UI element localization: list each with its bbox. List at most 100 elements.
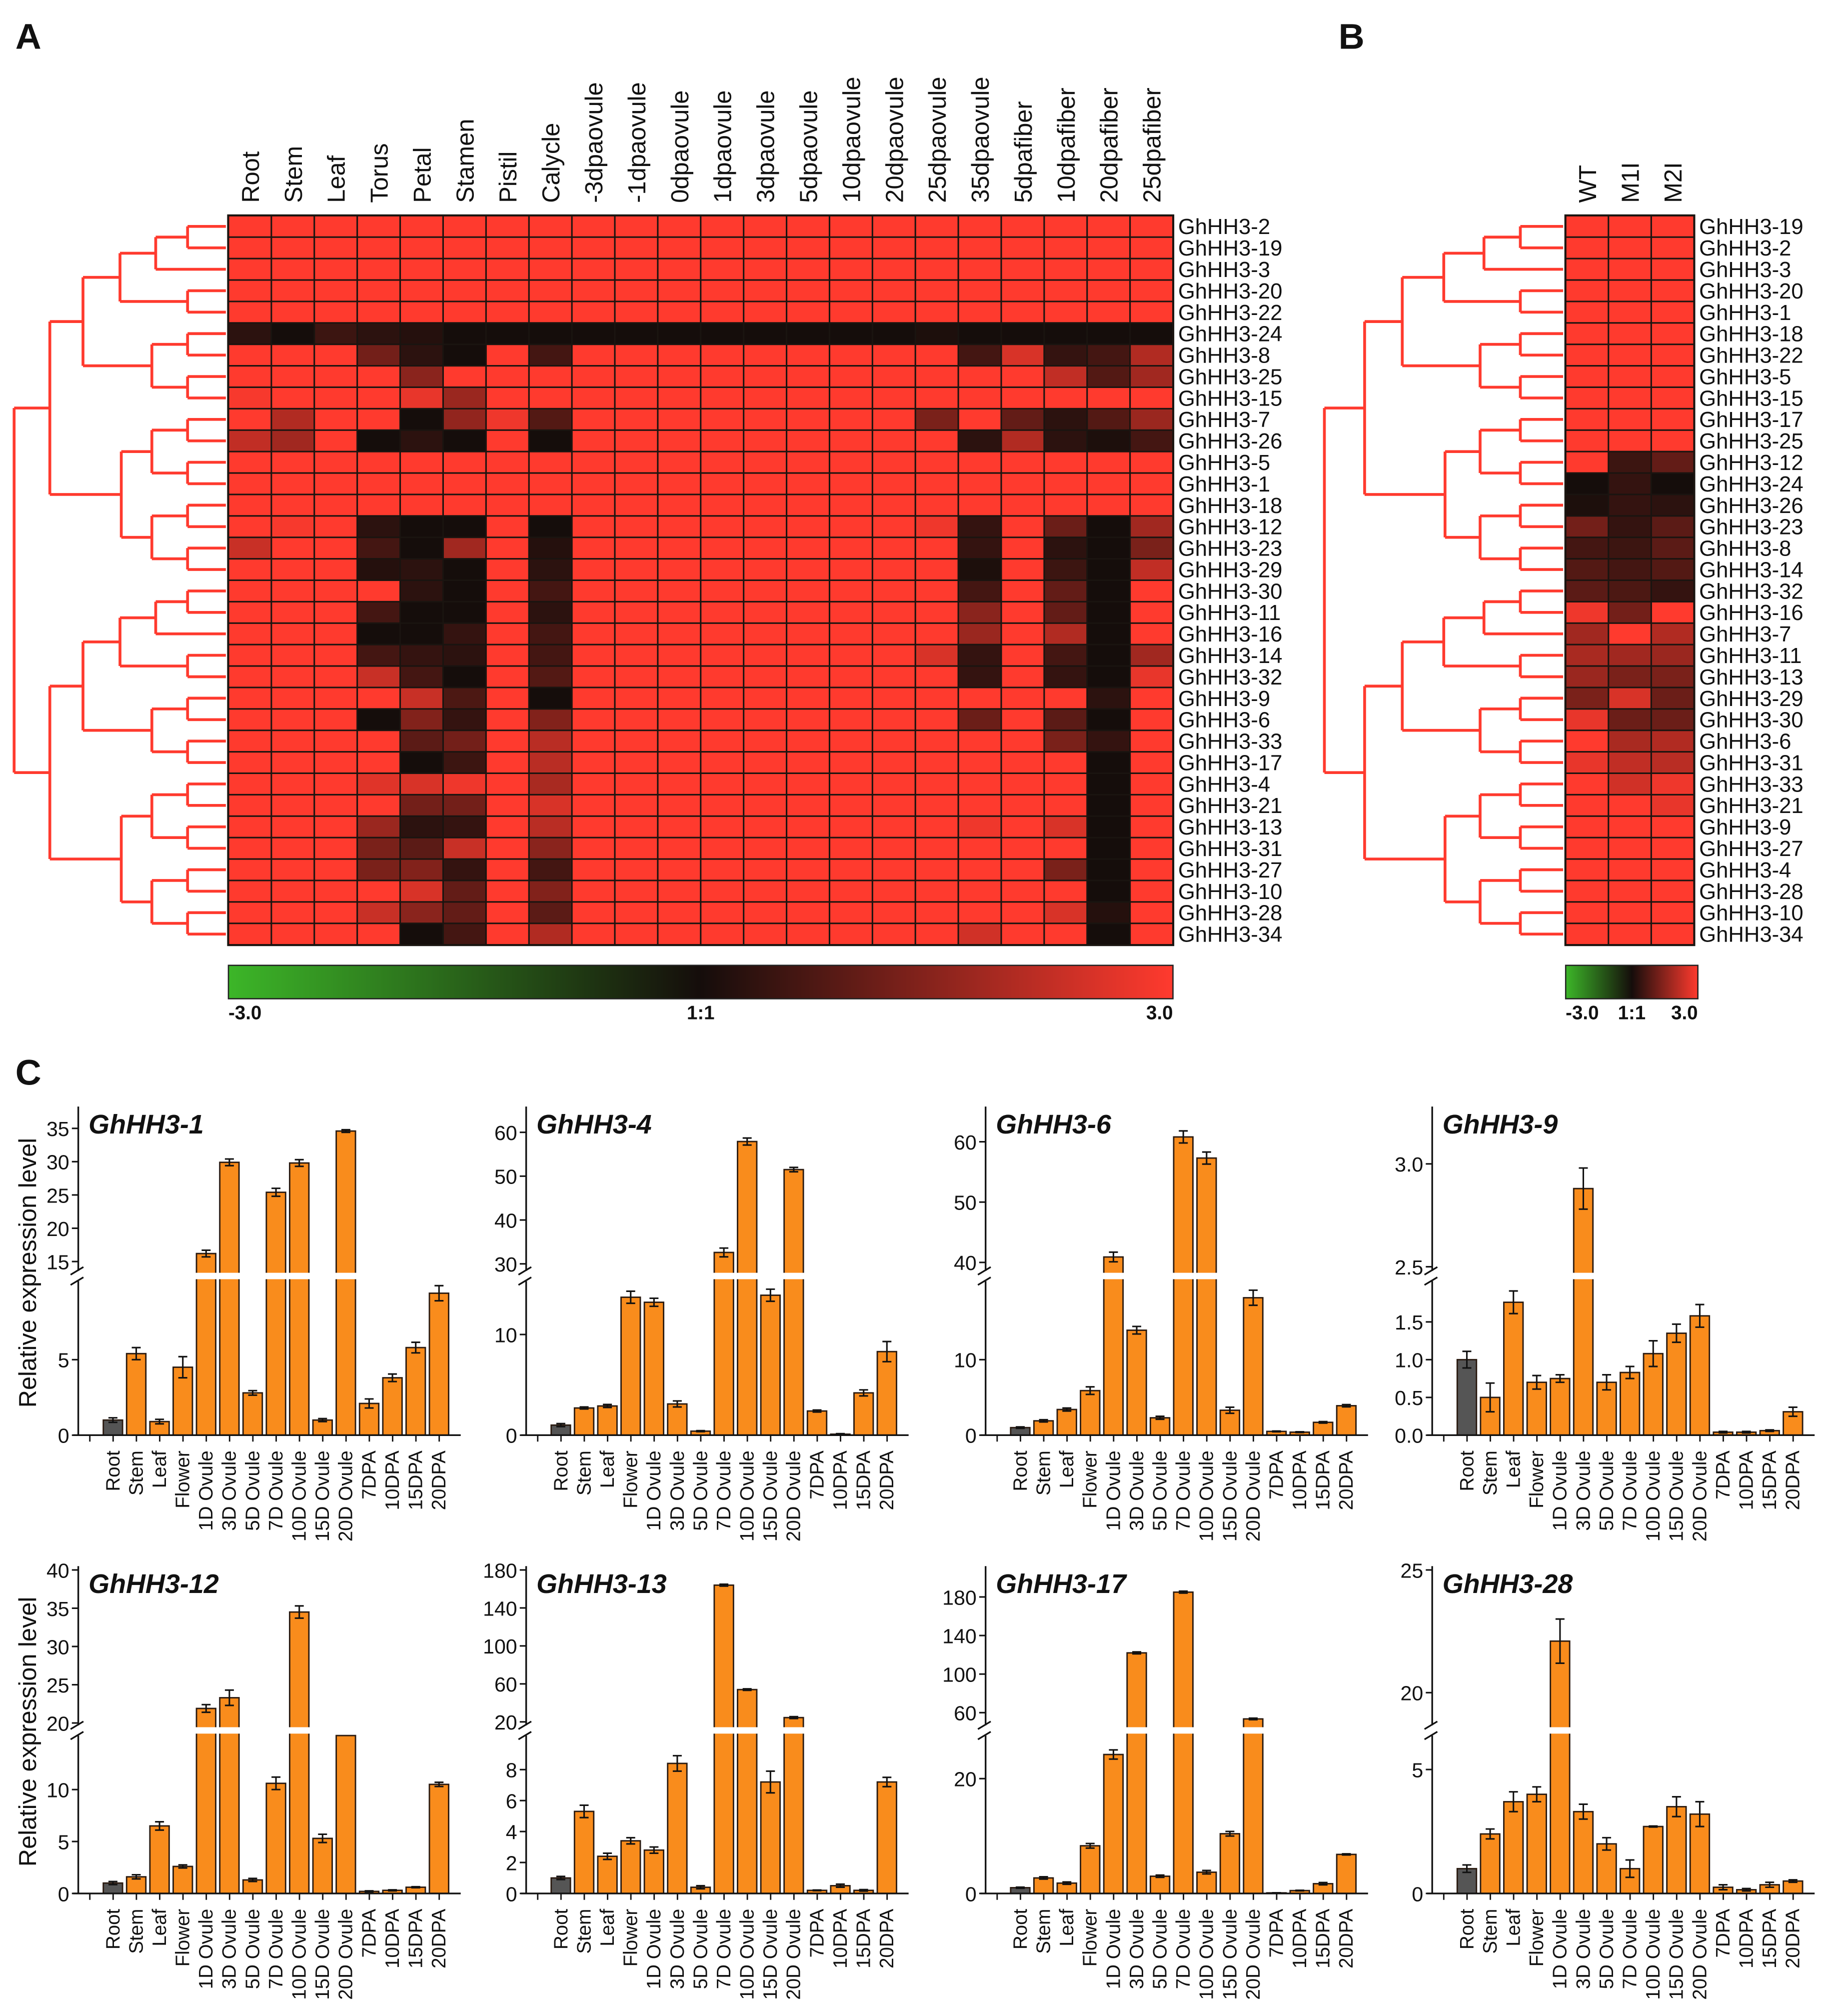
bar xyxy=(1033,1420,1054,1436)
heatmap-cell xyxy=(229,216,271,236)
x-tick-label: 7DPA xyxy=(1713,1450,1734,1500)
x-tick-label: 10DPA xyxy=(1736,1450,1758,1510)
row-label: GhHH3-19 xyxy=(1178,236,1283,260)
heatmap-cell xyxy=(615,881,657,902)
heatmap-cell xyxy=(1088,366,1130,386)
heatmap-cell xyxy=(572,280,614,301)
heatmap-cell xyxy=(401,452,442,472)
heatmap-cell xyxy=(916,474,958,494)
heatmap-cell xyxy=(1088,345,1130,366)
heatmap-cell xyxy=(1609,495,1651,516)
heatmap-cell xyxy=(658,452,700,472)
heatmap-cell xyxy=(486,581,528,601)
heatmap-cell xyxy=(1002,710,1044,730)
heatmap-cell xyxy=(572,881,614,902)
heatmap-cell xyxy=(572,388,614,408)
heatmap-cell xyxy=(529,688,571,708)
heatmap-cell xyxy=(272,409,314,430)
heatmap-cell xyxy=(1652,624,1694,644)
heatmap-cell xyxy=(401,624,442,644)
x-tick-label: Stem xyxy=(573,1450,595,1496)
heatmap-cell xyxy=(787,881,829,902)
heatmap-cell xyxy=(401,924,442,944)
heatmap-cell xyxy=(486,816,528,837)
heatmap-cell xyxy=(1002,345,1044,366)
heatmap-cell xyxy=(1652,838,1694,858)
heatmap-cell xyxy=(229,516,271,537)
heatmap-cell xyxy=(401,731,442,752)
heatmap-cell xyxy=(959,710,1001,730)
heatmap-cell xyxy=(401,860,442,880)
heatmap-cell xyxy=(744,752,786,772)
heatmap-cell xyxy=(1002,902,1044,923)
x-tick-label: Flower xyxy=(620,1909,642,1967)
heatmap-cell xyxy=(443,645,485,666)
heatmap-cell xyxy=(1609,324,1651,344)
heatmap-cell xyxy=(315,602,357,622)
heatmap-cell xyxy=(615,495,657,516)
heatmap-cell xyxy=(658,259,700,280)
heatmap-cell xyxy=(1131,710,1173,730)
heatmap-cell xyxy=(572,238,614,258)
heatmap-cell xyxy=(873,302,915,322)
heatmap-cell xyxy=(959,924,1001,944)
heatmap-cell xyxy=(658,430,700,451)
y-tick-label: 5 xyxy=(58,1349,69,1372)
y-tick-label: 20 xyxy=(1401,1682,1424,1705)
heatmap-cell xyxy=(658,388,700,408)
heatmap-cell xyxy=(529,409,571,430)
heatmap-cell xyxy=(529,302,571,322)
heatmap-cell xyxy=(486,474,528,494)
heatmap-cell xyxy=(701,795,743,816)
y-tick-label: 0 xyxy=(965,1882,977,1906)
heatmap-cell xyxy=(1131,645,1173,666)
y-tick-label: 5 xyxy=(58,1830,69,1854)
heatmap-cell xyxy=(529,324,571,344)
heatmap-cell xyxy=(873,860,915,880)
heatmap-cell xyxy=(529,774,571,794)
bar xyxy=(1149,1417,1171,1436)
heatmap-cell xyxy=(701,731,743,752)
y-tick-label: 25 xyxy=(46,1674,69,1697)
bar xyxy=(1336,1405,1357,1436)
heatmap-cell xyxy=(358,366,400,386)
heatmap-cell xyxy=(1088,838,1130,858)
heatmap-cell xyxy=(959,238,1001,258)
heatmap-cell xyxy=(1088,881,1130,902)
column-label: 35dpaovule xyxy=(967,76,994,202)
heatmap-cell xyxy=(443,731,485,752)
heatmap-cell xyxy=(1609,581,1651,601)
row-label: GhHH3-14 xyxy=(1178,644,1283,668)
heatmap-cell xyxy=(916,581,958,601)
axis-break-mark xyxy=(1424,1276,1438,1286)
heatmap-cell xyxy=(486,366,528,386)
x-tick-label: 20D Ovule xyxy=(1689,1909,1711,2000)
axis-break-mark xyxy=(518,1730,532,1740)
heatmap-cell xyxy=(1131,624,1173,644)
x-tick-label: Flower xyxy=(172,1450,194,1508)
bar xyxy=(219,1697,240,1894)
bar xyxy=(265,1782,286,1894)
heatmap-cell xyxy=(1088,688,1130,708)
heatmap-cell xyxy=(701,838,743,858)
x-tick-label: 20D Ovule xyxy=(783,1450,805,1542)
heatmap-cell xyxy=(701,666,743,687)
heatmap-cell xyxy=(272,752,314,772)
heatmap-cell xyxy=(486,324,528,344)
heatmap-cell xyxy=(272,816,314,837)
y-tick-label: 4 xyxy=(506,1820,517,1844)
heatmap-cell xyxy=(873,259,915,280)
x-tick-label: 15D Ovule xyxy=(312,1450,333,1542)
row-label: GhHH3-22 xyxy=(1178,300,1283,325)
heatmap-cell xyxy=(830,538,872,558)
heatmap-cell xyxy=(401,495,442,516)
heatmap-cell xyxy=(358,302,400,322)
heatmap-cell xyxy=(486,280,528,301)
x-tick-label: 5D Ovule xyxy=(1149,1450,1171,1531)
heatmap-cell xyxy=(959,324,1001,344)
heatmap-cell xyxy=(1652,259,1694,280)
heatmap-cell xyxy=(959,645,1001,666)
heatmap-cell xyxy=(443,302,485,322)
heatmap-cell xyxy=(1131,838,1173,858)
x-tick-label: 3D Ovule xyxy=(1573,1909,1594,1990)
